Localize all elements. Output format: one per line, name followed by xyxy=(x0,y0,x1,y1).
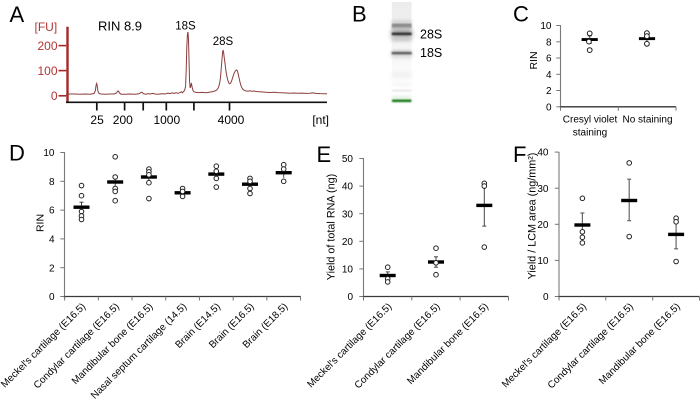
svg-text:4: 4 xyxy=(546,70,552,81)
svg-text:0: 0 xyxy=(543,292,549,303)
svg-text:1000: 1000 xyxy=(153,113,180,127)
svg-text:0: 0 xyxy=(51,89,58,103)
svg-text:Meckel's cartilage (E16.5): Meckel's cartilage (E16.5) xyxy=(305,301,394,390)
svg-text:40: 40 xyxy=(342,182,354,193)
svg-text:E: E xyxy=(317,142,332,167)
svg-text:[FU]: [FU] xyxy=(35,20,58,34)
svg-text:10: 10 xyxy=(43,148,55,159)
svg-text:50: 50 xyxy=(342,154,354,165)
svg-text:200: 200 xyxy=(37,39,57,53)
svg-text:0: 0 xyxy=(546,102,552,113)
svg-text:18S: 18S xyxy=(420,46,442,60)
svg-text:staining: staining xyxy=(573,128,607,139)
svg-text:10: 10 xyxy=(540,21,552,32)
svg-text:A: A xyxy=(10,2,25,27)
svg-text:RIN: RIN xyxy=(35,214,47,232)
svg-text:20: 20 xyxy=(342,237,354,248)
svg-text:Yield / LCM area (ng/mm²): Yield / LCM area (ng/mm²) xyxy=(527,153,539,280)
svg-text:25: 25 xyxy=(90,113,104,127)
svg-text:28S: 28S xyxy=(420,28,442,42)
svg-text:No staining: No staining xyxy=(622,115,672,126)
svg-text:6: 6 xyxy=(49,206,55,217)
svg-text:6: 6 xyxy=(546,54,552,65)
svg-text:Condylar cartilage (E16.5): Condylar cartilage (E16.5) xyxy=(353,301,443,391)
svg-text:Condylar cartilage (E16.5): Condylar cartilage (E16.5) xyxy=(546,301,636,391)
svg-text:Meckel's cartilage (E16.5): Meckel's cartilage (E16.5) xyxy=(500,301,589,390)
svg-text:0: 0 xyxy=(49,292,55,303)
svg-text:Yield of total RNA (ng): Yield of total RNA (ng) xyxy=(326,174,338,280)
svg-text:2: 2 xyxy=(546,86,552,97)
svg-text:C: C xyxy=(513,2,529,27)
svg-text:20: 20 xyxy=(537,220,549,231)
svg-text:F: F xyxy=(513,142,526,167)
svg-text:D: D xyxy=(9,141,25,166)
svg-text:RIN 8.9: RIN 8.9 xyxy=(98,19,142,34)
svg-text:2: 2 xyxy=(49,263,55,274)
svg-text:B: B xyxy=(352,2,367,27)
svg-text:[nt]: [nt] xyxy=(312,113,329,127)
svg-text:Mandibular bone (E16.5): Mandibular bone (E16.5) xyxy=(597,301,683,387)
svg-text:Cresyl violet: Cresyl violet xyxy=(563,115,618,126)
svg-text:10: 10 xyxy=(342,265,354,276)
svg-text:40: 40 xyxy=(537,148,549,159)
svg-text:RIN: RIN xyxy=(528,51,540,69)
svg-text:Mandibular bone (E16.5): Mandibular bone (E16.5) xyxy=(405,301,491,387)
svg-text:28S: 28S xyxy=(213,36,234,48)
svg-text:10: 10 xyxy=(537,256,549,267)
svg-text:8: 8 xyxy=(49,177,55,188)
svg-text:30: 30 xyxy=(342,209,354,220)
svg-text:8: 8 xyxy=(546,37,552,48)
svg-text:100: 100 xyxy=(37,64,57,78)
svg-text:30: 30 xyxy=(537,184,549,195)
svg-text:4: 4 xyxy=(49,235,55,246)
svg-text:200: 200 xyxy=(113,113,133,127)
svg-text:0: 0 xyxy=(347,292,353,303)
svg-text:4000: 4000 xyxy=(218,113,245,127)
svg-text:18S: 18S xyxy=(175,21,196,33)
